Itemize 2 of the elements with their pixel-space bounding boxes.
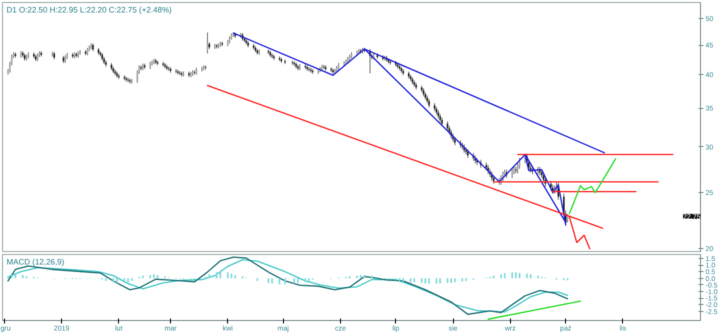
chart-title: MACD (12,26,9) — [6, 258, 65, 266]
chart-title: D1 O:22.50 H:22.95 L:22.20 C:22.75 (+2.48%) — [6, 6, 172, 14]
